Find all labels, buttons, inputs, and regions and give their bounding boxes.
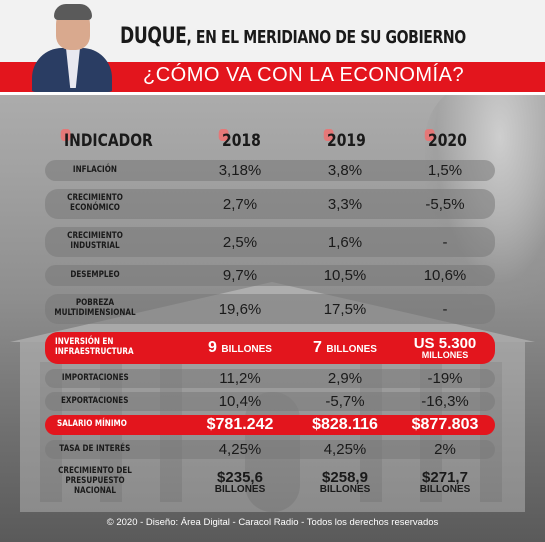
row-label: SALARIO MÍNIMO xyxy=(57,419,127,430)
value-unit: BILLONES xyxy=(326,344,377,355)
value-2019: 17,5% xyxy=(323,300,367,318)
portrait-hair xyxy=(54,4,92,20)
value-2019: 1,6% xyxy=(327,233,363,251)
value-2018: 9 BILLONES xyxy=(195,332,285,364)
value-2018: 3,18% xyxy=(218,162,262,179)
column-header-2019: 2019 xyxy=(323,129,366,151)
value-2020: $877.803 xyxy=(411,416,479,433)
value-2018: 2,5% xyxy=(222,233,258,251)
row-label: IMPORTACIONES xyxy=(61,372,129,383)
row-label: CRECIMIENTO ECONÓMICO xyxy=(67,193,123,213)
value-2019: $828.116 xyxy=(312,416,378,433)
page-subtitle: ¿CÓMO VA CON LA ECONOMÍA? xyxy=(143,64,465,86)
title-rest: , EN EL MERIDIANO DE SU GOBIERNO xyxy=(186,27,466,48)
value-2018: $235,6 BILLONES xyxy=(195,465,285,499)
header: DUQUE, EN EL MERIDIANO DE SU GOBIERNO ¿C… xyxy=(0,0,545,98)
value-2019: 7 BILLONES xyxy=(300,332,390,364)
value-2019: 3,8% xyxy=(327,162,363,179)
president-portrait xyxy=(28,2,116,92)
portrait-shirt xyxy=(66,48,80,88)
value-2019: 4,25% xyxy=(323,441,367,458)
value-number: 7 xyxy=(313,339,322,356)
copyright-footer: © 2020 - Diseño: Área Digital - Caracol … xyxy=(106,517,439,528)
value-2020: US 5.300 MILLONES xyxy=(400,332,490,364)
value-2020: 1,5% xyxy=(427,162,463,179)
value-unit: BILLONES xyxy=(221,344,272,355)
value-2020: -19% xyxy=(427,370,463,387)
value-2020: - xyxy=(442,300,448,318)
table-row-inflacion: INFLACIÓN 3,18% 3,8% 1,5% xyxy=(45,160,495,181)
row-label: EXPORTACIONES xyxy=(61,395,129,406)
value-2019: 2,9% xyxy=(327,370,363,387)
row-label: CRECIMIENTO DEL PRESUPUESTO NACIONAL xyxy=(58,466,132,496)
value-2019: -5,7% xyxy=(325,393,365,410)
value-unit: BILLONES xyxy=(419,483,471,495)
value-number: $235,6 xyxy=(217,468,263,486)
row-label: CRECIMIENTO INDUSTRIAL xyxy=(67,231,123,251)
table-row-desempleo: DESEMPLEO 9,7% 10,5% 10,6% xyxy=(45,265,495,286)
table-row-tasa-interes: TASA DE INTERÉS 4,25% 4,25% 2% xyxy=(45,440,495,459)
value-2020: - xyxy=(442,233,448,251)
column-header-indicador: INDICADOR xyxy=(60,129,153,151)
column-header-2018: 2018 xyxy=(218,129,261,151)
row-label: INVERSIÓN EN INFRAESTRUCTURA xyxy=(55,337,134,357)
title-main: DUQUE xyxy=(120,24,187,49)
value-unit: BILLONES xyxy=(319,483,371,495)
value-2020: 2% xyxy=(434,441,456,458)
value-unit: MILLONES xyxy=(421,350,469,360)
table-row-crecimiento-industrial: CRECIMIENTO INDUSTRIAL 2,5% 1,6% - xyxy=(45,227,495,257)
table-row-inversion-infraestructura: INVERSIÓN EN INFRAESTRUCTURA 9 BILLONES … xyxy=(45,332,495,364)
value-2018: 2,7% xyxy=(222,195,258,213)
value-2020: 10,6% xyxy=(423,267,467,284)
value-number: 9 xyxy=(208,339,217,356)
value-2018: 4,25% xyxy=(218,441,262,458)
value-2019: $258,9 BILLONES xyxy=(300,465,390,499)
row-label: DESEMPLEO xyxy=(70,269,120,280)
value-number: $258,9 xyxy=(322,468,368,486)
value-2018: 19,6% xyxy=(218,300,262,318)
value-2019: 3,3% xyxy=(327,195,363,213)
value-2018: 11,2% xyxy=(219,370,261,387)
value-2020: $271,7 BILLONES xyxy=(400,465,490,499)
value-2020: -5,5% xyxy=(425,195,465,213)
value-number: US 5.300 xyxy=(413,335,477,352)
value-2018: 9,7% xyxy=(222,267,258,284)
row-label: TASA DE INTERÉS xyxy=(59,443,131,454)
table-row-exportaciones: EXPORTACIONES 10,4% -5,7% -16,3% xyxy=(45,392,495,411)
header-divider xyxy=(0,92,545,95)
value-2018: 10,4% xyxy=(218,393,262,410)
column-header-2020: 2020 xyxy=(424,129,467,151)
table-row-pobreza: POBREZA MULTIDIMENSIONAL 19,6% 17,5% - xyxy=(45,294,495,324)
value-2020: -16,3% xyxy=(421,393,469,410)
table-row-crecimiento-economico: CRECIMIENTO ECONÓMICO 2,7% 3,3% -5,5% xyxy=(45,189,495,219)
table-row-presupuesto-nacional: CRECIMIENTO DEL PRESUPUESTO NACIONAL $23… xyxy=(45,465,495,499)
value-unit: BILLONES xyxy=(214,483,266,495)
value-number: $271,7 xyxy=(422,468,468,486)
page-title: DUQUE, EN EL MERIDIANO DE SU GOBIERNO xyxy=(120,24,466,49)
table-row-importaciones: IMPORTACIONES 11,2% 2,9% -19% xyxy=(45,369,495,388)
value-2019: 10,5% xyxy=(323,267,367,284)
table-row-salario-minimo: SALARIO MÍNIMO $781.242 $828.116 $877.80… xyxy=(45,415,495,435)
value-2018: $781.242 xyxy=(206,416,274,433)
row-label: POBREZA MULTIDIMENSIONAL xyxy=(54,298,136,318)
row-label: INFLACIÓN xyxy=(72,164,118,175)
